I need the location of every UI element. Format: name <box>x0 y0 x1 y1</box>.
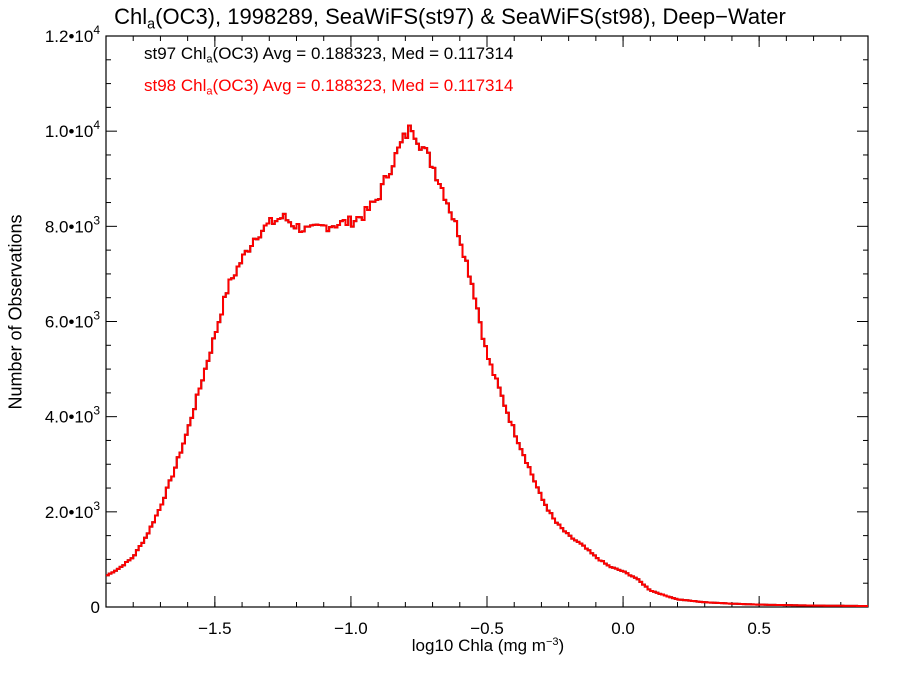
x-tick-label: 0.0 <box>611 619 635 638</box>
x-tick-label: 0.5 <box>747 619 771 638</box>
y-axis: 0 2.0•103 4.0•103 6.0•103 8.0•103 1.0•104 1.2•… <box>45 23 868 617</box>
x-axis: −1.5 −1.0 −0.5 0.0 0.5 <box>132 36 869 638</box>
y-tick-label: 6.0•103 <box>45 309 101 332</box>
x-axis-label: log10 Chla (mg m−3) <box>411 636 565 656</box>
y-tick-label: 1.2•104 <box>45 23 101 46</box>
chart-title: Chla(OC3), 1998289, SeaWiFS(st97) & SeaW… <box>114 4 786 33</box>
y-tick-label: 4.0•103 <box>45 404 101 427</box>
series-line-st97 <box>106 124 868 608</box>
legend-entry-st97: st97 Chla(OC3) Avg = 0.188323, Med = 0.1… <box>144 44 514 66</box>
y-axis-label: Number of Observations <box>5 214 26 410</box>
series-line-st98 <box>106 124 868 608</box>
y-tick-label: 1.0•104 <box>45 118 101 141</box>
x-tick-label: −1.5 <box>198 619 232 638</box>
y-tick-label: 8.0•103 <box>45 213 101 236</box>
x-tick-label: −1.0 <box>334 619 368 638</box>
y-tick-label: 0 <box>91 598 100 617</box>
legend-entry-st98: st98 Chla(OC3) Avg = 0.188323, Med = 0.1… <box>144 76 514 98</box>
x-tick-label: −0.5 <box>470 619 504 638</box>
y-tick-label: 2.0•103 <box>45 499 101 522</box>
